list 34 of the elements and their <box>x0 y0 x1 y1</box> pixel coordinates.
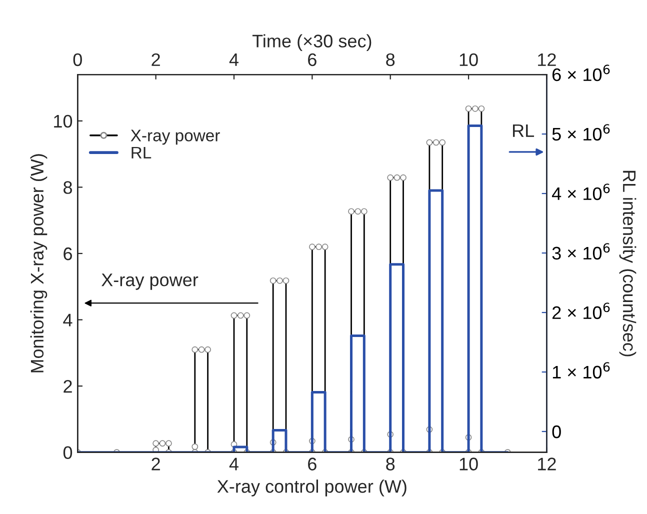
x-tick-label: 12 <box>538 458 556 470</box>
y-tick-label: 8 <box>64 181 72 194</box>
x2-tick-label: 2 <box>152 53 160 66</box>
annotation: X-ray power <box>102 274 198 290</box>
y2-tick-label: 5 × 10$^{6}$ <box>552 124 610 141</box>
y2-axis-title: RL intensity (count/sec) <box>619 170 636 356</box>
y2-tick-label: 1 × 10$^{6}$ <box>552 362 610 379</box>
x-tick-label: 4 <box>229 458 238 470</box>
x2-tick-label: 8 <box>386 53 395 66</box>
y-tick-label: 4 <box>63 314 72 326</box>
x2-tick-label: 0 <box>73 53 82 66</box>
y2-tick-label: 3 × 10$^{6}$ <box>552 243 610 260</box>
y2-tick-label: 2 × 10$^{6}$ <box>552 302 610 320</box>
x-tick-label: 2 <box>152 458 160 470</box>
y-axis-title: Monitoring X-ray power (W) <box>30 154 48 372</box>
x2-tick-label: 4 <box>229 54 238 66</box>
x-tick-label: 6 <box>308 458 316 470</box>
y2-tick-label: 4 × 10$^{6}$ <box>552 184 610 200</box>
y-tick-label: 0 <box>63 446 72 460</box>
x-axis-title: X-ray control power (W) <box>217 480 406 496</box>
annotation: RL <box>513 124 534 137</box>
legend-label: X-ray power <box>130 130 220 145</box>
x2-tick-label: 6 <box>308 53 316 66</box>
x-tick-label: 10 <box>460 458 478 470</box>
y-tick-label: 10 <box>54 114 72 128</box>
legend-label: RL <box>132 146 152 158</box>
y2-tick-label: 0 <box>552 425 561 438</box>
y-tick-label: 6 <box>64 247 72 260</box>
y2-tick-label: 6 × 10$^{6}$ <box>552 64 610 82</box>
x2-axis-title: Time (×30 sec) <box>252 34 372 52</box>
x-tick-label: 8 <box>386 458 395 470</box>
x2-tick-label: 12 <box>538 53 556 66</box>
y-tick-label: 2 <box>64 380 72 393</box>
x2-tick-label: 10 <box>460 53 478 66</box>
